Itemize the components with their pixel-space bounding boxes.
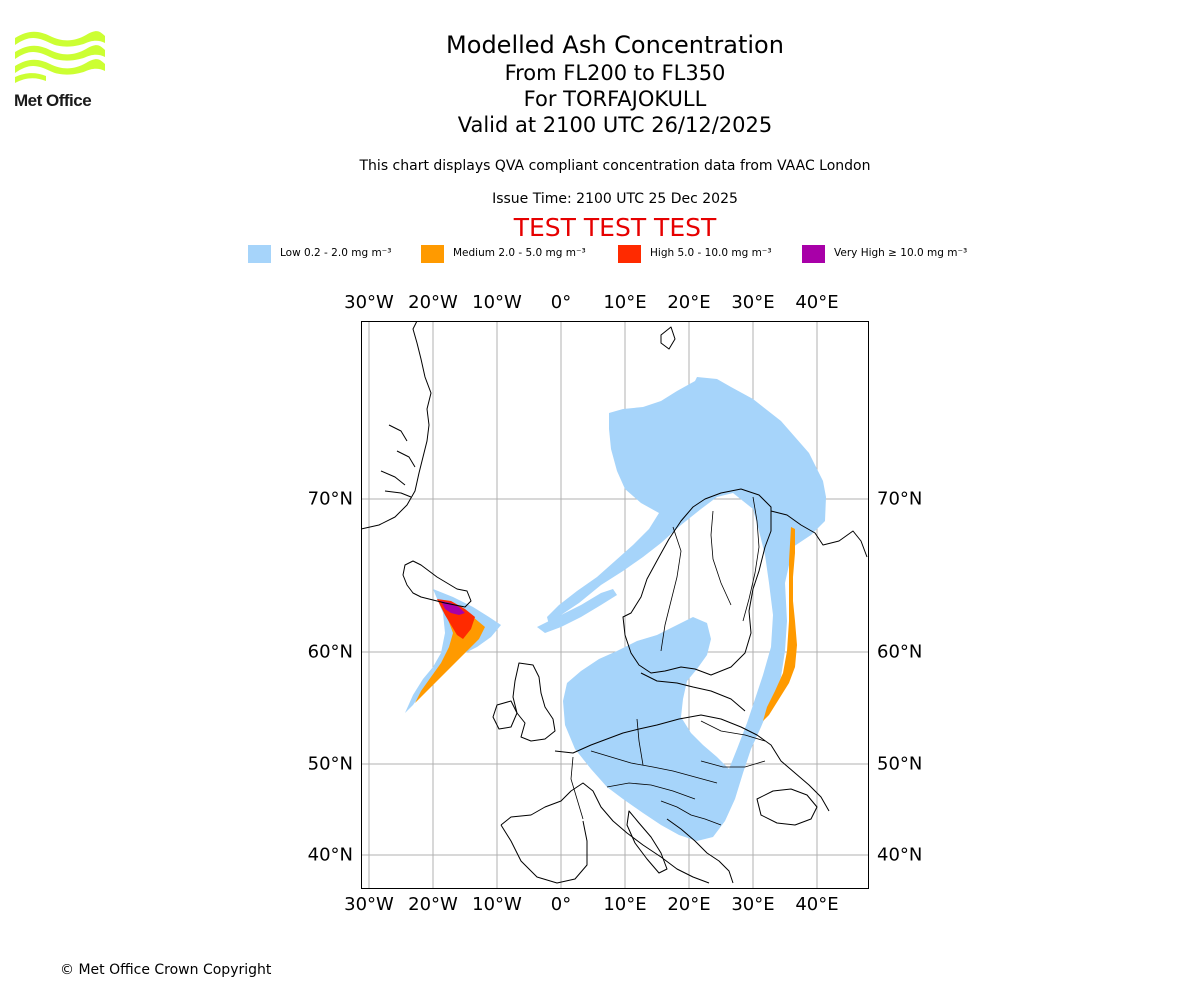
- ash-very-high-source: [441, 601, 465, 615]
- test-banner: TEST TEST TEST: [513, 213, 717, 242]
- border-norway-sweden: [660, 526, 682, 652]
- lat-tick-left-40n: 40°N: [307, 844, 353, 866]
- valid-time: Valid at 2100 UTC 26/12/2025: [457, 113, 773, 137]
- lon-tick-bottom-20e: 20°E: [667, 894, 711, 915]
- lon-tick-top-30e: 30°E: [731, 292, 775, 313]
- met-office-logo: Met Office: [14, 30, 106, 112]
- lon-tick-top-10w: 10°W: [472, 292, 522, 313]
- ash-low: [405, 377, 826, 841]
- border-balkans: [660, 800, 722, 826]
- kola-white-sea-coast: [770, 510, 868, 558]
- logo-text: Met Office: [14, 91, 92, 110]
- border-central-europe: [590, 750, 718, 800]
- volcano-name: For TORFAJOKULL: [523, 87, 707, 111]
- lat-tick-left-50n: 50°N: [307, 753, 353, 775]
- ash-very-high: [441, 601, 465, 615]
- chart-titles: Modelled Ash Concentration From FL200 to…: [0, 30, 1200, 138]
- britain-coast: [512, 662, 556, 742]
- lon-tick-bottom-40e: 40°E: [795, 894, 839, 915]
- ash-medium-east-band: [763, 527, 797, 721]
- legend-label-medium: Medium 2.0 - 5.0 mg m⁻³: [453, 247, 586, 259]
- legend-swatch-very-high: [802, 245, 825, 263]
- chart-title: Modelled Ash Concentration: [446, 31, 784, 59]
- greenland-inlets: [380, 424, 416, 498]
- lat-tick-left-70n: 70°N: [307, 488, 353, 510]
- ash-low-scandinavia-plume: [547, 377, 826, 841]
- copyright-notice: © Met Office Crown Copyright: [60, 962, 272, 978]
- legend-label-low: Low 0.2 - 2.0 mg m⁻³: [280, 247, 392, 259]
- lat-tick-right-40n: 40°N: [877, 844, 923, 866]
- lon-tick-top-20w: 20°W: [408, 292, 458, 313]
- lat-tick-left-60n: 60°N: [307, 641, 353, 663]
- legend-label-high: High 5.0 - 10.0 mg m⁻³: [650, 247, 772, 259]
- border-finland-russia: [742, 496, 760, 622]
- ireland-coast: [492, 700, 518, 730]
- border-ukraine: [700, 720, 766, 768]
- lon-tick-top-40e: 40°E: [795, 292, 839, 313]
- border-france: [570, 756, 584, 820]
- lat-tick-right-50n: 50°N: [877, 753, 923, 775]
- iceland-coast: [402, 560, 472, 608]
- legend-swatch-low: [248, 245, 271, 263]
- scandinavia-coast: [622, 488, 772, 676]
- map-canvas: [361, 321, 869, 889]
- baltic-coast: [640, 672, 746, 712]
- lon-tick-top-20e: 20°E: [667, 292, 711, 313]
- lon-tick-bottom-10w: 10°W: [472, 894, 522, 915]
- ash-low-north-atlantic-streak: [537, 589, 617, 633]
- lon-tick-bottom-30w: 30°W: [344, 894, 394, 915]
- lon-tick-bottom-0: 0°: [550, 894, 572, 915]
- lat-tick-right-70n: 70°N: [877, 488, 923, 510]
- issue-time: Issue Time: 2100 UTC 25 Dec 2025: [492, 191, 738, 207]
- lon-tick-bottom-30e: 30°E: [731, 894, 775, 915]
- iberia-coast: [500, 820, 588, 884]
- continent-coast: [500, 714, 830, 884]
- italy-coast: [626, 810, 668, 874]
- svalbard-coast: [660, 326, 676, 350]
- legend-swatch-medium: [421, 245, 444, 263]
- lon-tick-bottom-10e: 10°E: [603, 894, 647, 915]
- greenland-coast: [361, 321, 432, 530]
- compliance-note: This chart displays QVA compliant concen…: [359, 158, 871, 174]
- legend-label-very-high: Very High ≥ 10.0 mg m⁻³: [834, 247, 968, 259]
- lon-tick-top-0: 0°: [550, 292, 572, 313]
- balkans-coast: [666, 818, 734, 884]
- flight-level-range: From FL200 to FL350: [504, 61, 726, 85]
- lon-tick-top-10e: 10°E: [603, 292, 647, 313]
- black-sea-coast: [756, 788, 818, 826]
- border-poland-germany: [636, 718, 644, 766]
- lon-tick-bottom-20w: 20°W: [408, 894, 458, 915]
- country-borders: [570, 496, 766, 826]
- logo-waves-icon: [15, 31, 105, 83]
- lat-tick-right-60n: 60°N: [877, 641, 923, 663]
- legend-swatch-high: [618, 245, 641, 263]
- lon-tick-top-30w: 30°W: [344, 292, 394, 313]
- ash-concentration-map: [361, 321, 869, 889]
- border-sweden-finland: [710, 510, 732, 606]
- coastlines: [361, 321, 868, 884]
